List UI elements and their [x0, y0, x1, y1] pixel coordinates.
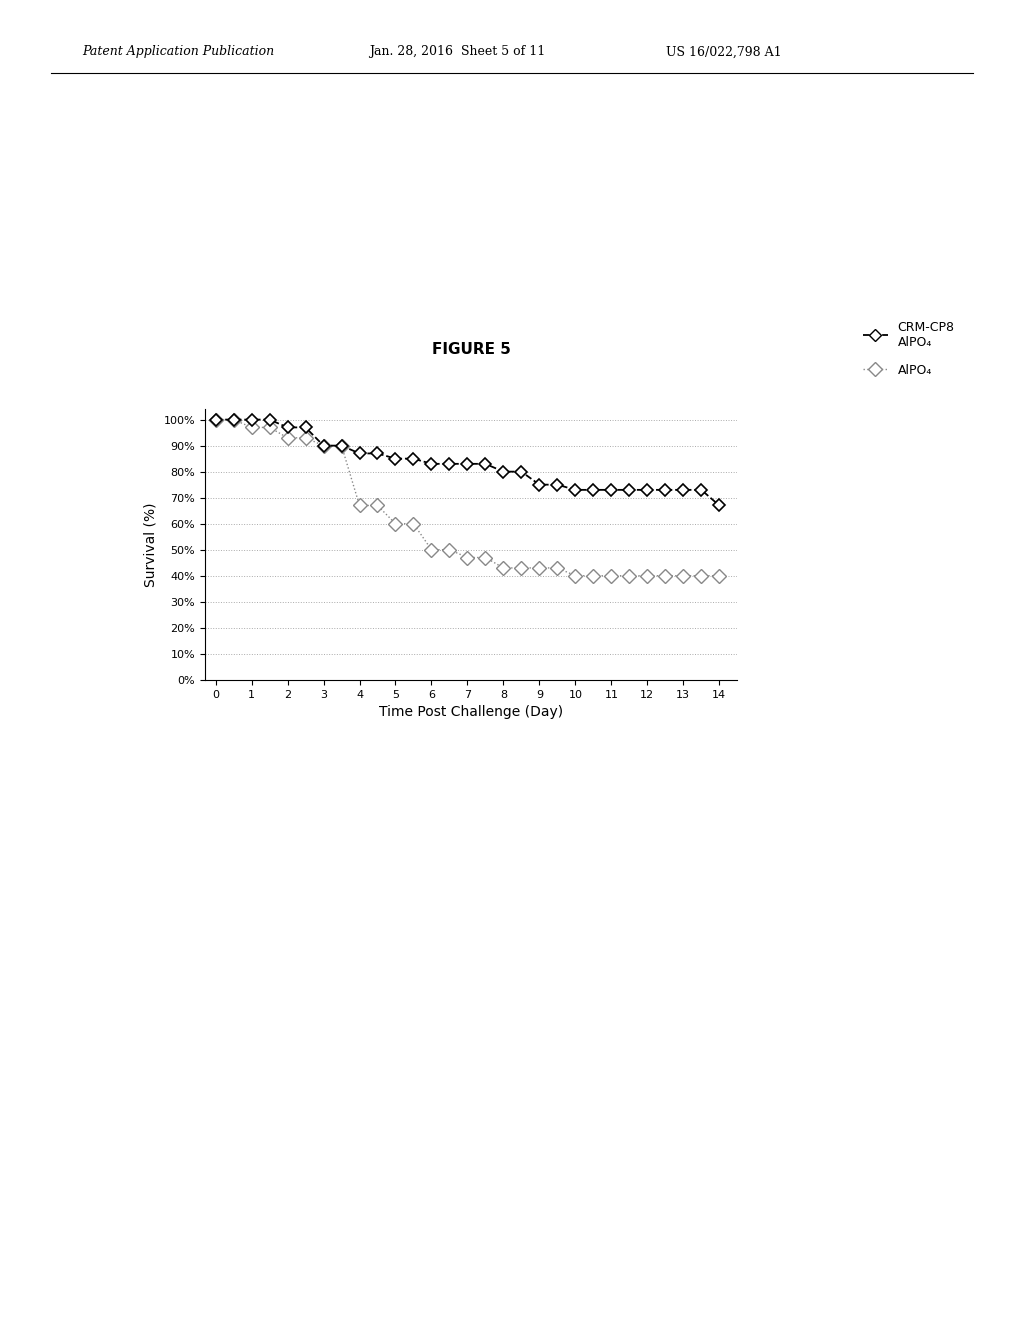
Legend: CRM-CP8
AlPO₄, AlPO₄: CRM-CP8 AlPO₄, AlPO₄	[862, 321, 954, 376]
Text: Patent Application Publication: Patent Application Publication	[82, 45, 274, 58]
Text: FIGURE 5: FIGURE 5	[431, 342, 511, 358]
Y-axis label: Survival (%): Survival (%)	[144, 502, 158, 587]
X-axis label: Time Post Challenge (Day): Time Post Challenge (Day)	[379, 705, 563, 719]
Text: Jan. 28, 2016  Sheet 5 of 11: Jan. 28, 2016 Sheet 5 of 11	[369, 45, 545, 58]
Text: US 16/022,798 A1: US 16/022,798 A1	[666, 45, 781, 58]
